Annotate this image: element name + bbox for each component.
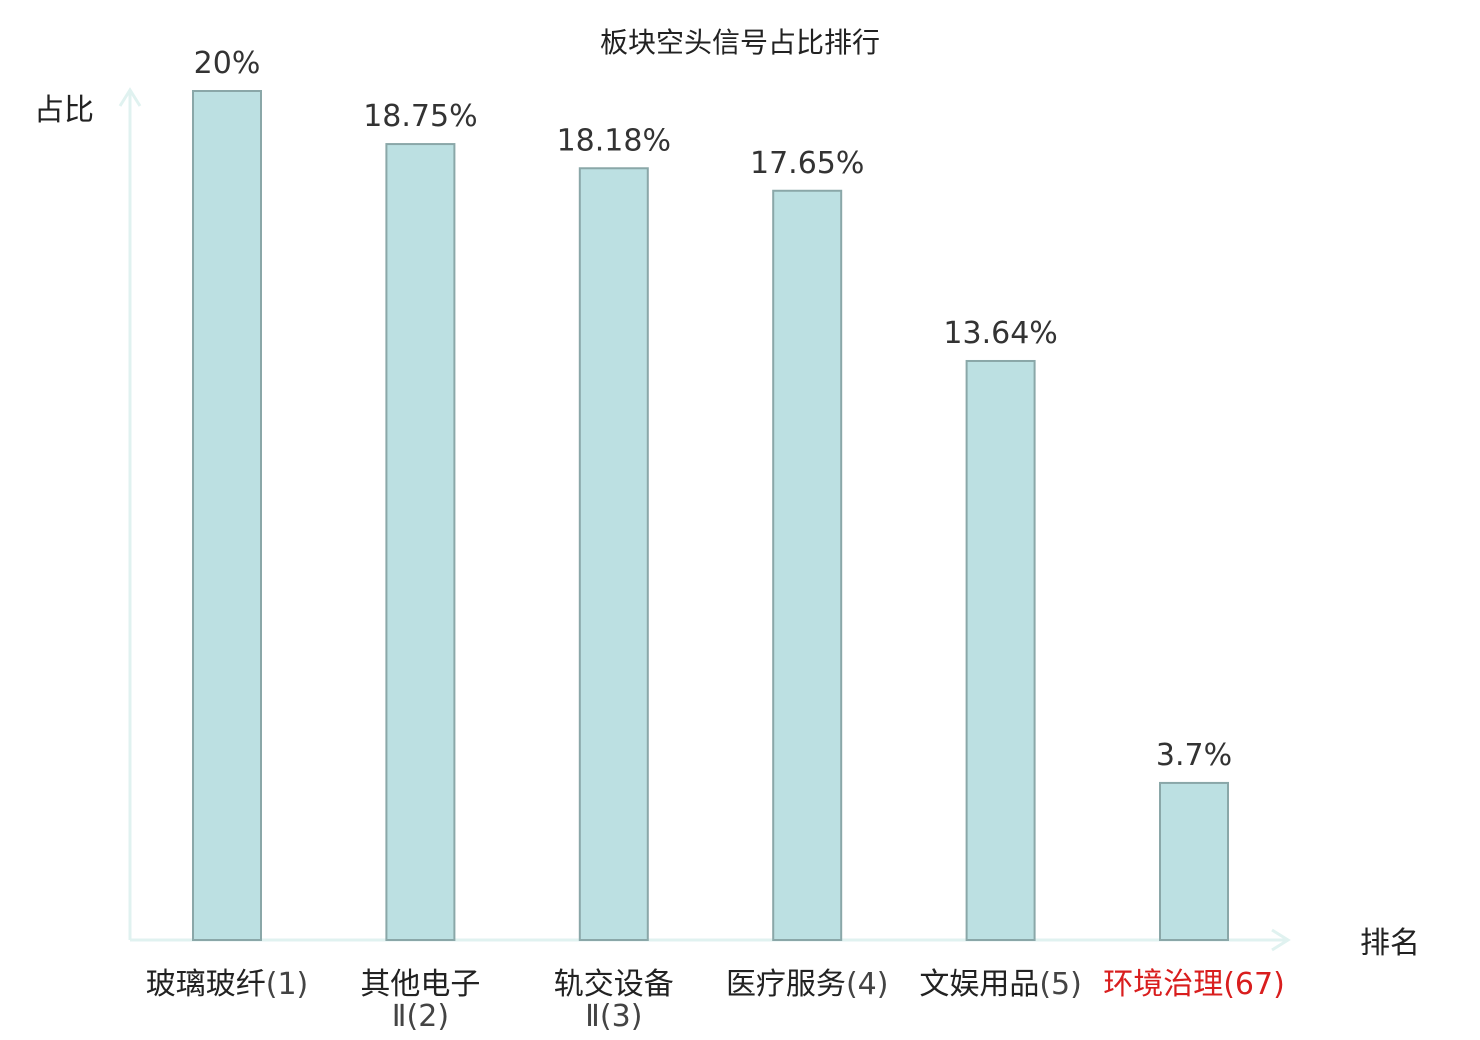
x-tick-label-rank: Ⅱ(3) [585,999,642,1034]
x-tick-label-name: 玻璃玻纤 [146,967,266,1002]
bar [965,359,1036,941]
x-tick-label-rank: (1) [266,967,309,1002]
chart-title: 板块空头信号占比排行 [600,26,880,59]
bar-value-label: 18.75% [363,99,477,134]
bar [578,167,649,942]
x-tick-label-rank: (5) [1039,967,1082,1002]
x-tick-label: 玻璃玻纤(1) [146,967,309,1002]
x-tick-label-rank: (4) [846,967,889,1002]
x-tick-label-name: 环境治理 [1103,967,1223,1002]
x-tick-label-rank: (67) [1223,967,1285,1002]
x-tick-label: 医疗服务(4) [726,967,889,1002]
bar [1159,781,1229,941]
bar-value-label: 13.64% [943,316,1057,351]
bar [385,143,456,941]
y-axis-title: 占比 [34,93,94,128]
bar-value-label: 18.18% [557,123,671,158]
bars-group [192,90,1229,942]
x-axis-title: 排名 [1360,926,1420,961]
bar [772,189,843,941]
x-tick-label: 轨交设备 [554,967,674,1002]
axes [118,87,1291,952]
y-axis-arrow-icon [118,87,142,107]
x-tick-label: 文娱用品(5) [919,967,1082,1002]
bar-value-label: 20% [194,46,261,81]
bar [192,90,262,941]
x-tick-label: 其他电子 [360,967,480,1002]
bar-value-label: 3.7% [1156,738,1232,773]
x-axis-arrow-icon [1271,928,1291,952]
value-labels-group: 20% 18.75% 18.18% 17.65% 13.64% 3.7% [194,46,1232,773]
x-tick-label-name: 文娱用品 [919,967,1039,1002]
x-tick-label-name: 医疗服务 [726,967,846,1002]
bar-value-label: 17.65% [750,146,864,181]
x-tick-label: 环境治理(67) [1103,967,1285,1002]
x-tick-label-rank: Ⅱ(2) [392,999,449,1034]
